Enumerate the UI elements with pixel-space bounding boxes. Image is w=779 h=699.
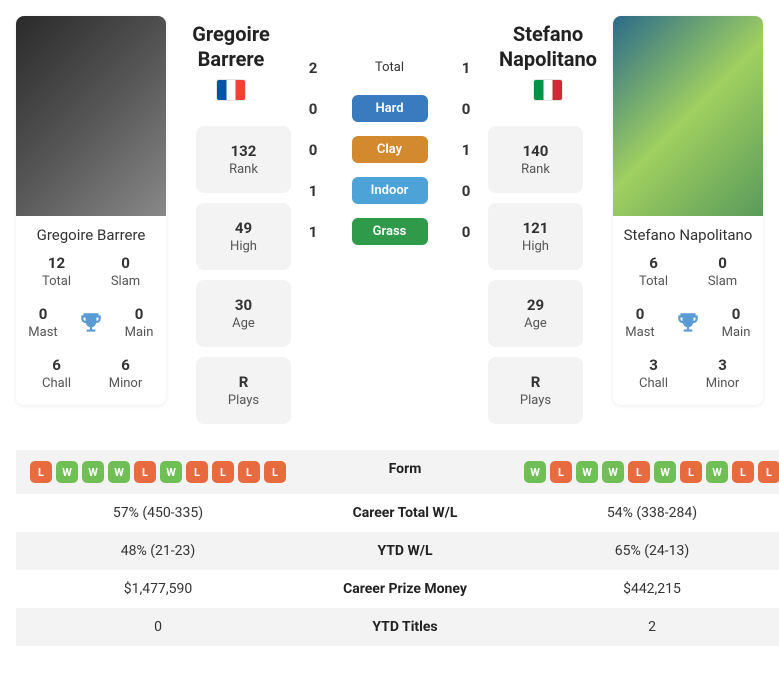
form-badge: L [732, 461, 754, 483]
p2-plays-card: RPlays [488, 357, 583, 424]
p1-ytd-titles: 0 [16, 608, 300, 646]
trophy-icon [78, 310, 104, 336]
form-badge: L [264, 461, 286, 483]
h2h-indoor-p2: 0 [454, 182, 478, 200]
form-badge: W [524, 461, 546, 483]
form-badge: W [56, 461, 78, 483]
form-badge: W [602, 461, 624, 483]
player2-stat-col: 140Rank 121High 29Age RPlays [488, 126, 583, 424]
h2h-row-indoor: 1 Indoor 0 [301, 177, 478, 204]
form-badge: L [30, 461, 52, 483]
player2-big-name: Stefano Napolitano [493, 22, 603, 72]
player2-flag-icon [534, 80, 562, 100]
form-badge: L [134, 461, 156, 483]
player1-name-col: Gregoire Barrere [176, 16, 286, 104]
h2h-clay-p1: 0 [301, 141, 325, 159]
h2h-label-indoor: Indoor [352, 177, 428, 204]
h2h-clay-p2: 1 [454, 141, 478, 159]
player1-flag-icon [217, 80, 245, 100]
h2h-label-clay: Clay [352, 136, 428, 163]
player2-titles-grid: 6Total 0Slam 0Mast 0Main 3Chall 3Minor [613, 254, 763, 405]
h2h-row-hard: 0 Hard 0 [301, 95, 478, 122]
p1-plays-card: RPlays [196, 357, 291, 424]
form-badge: W [82, 461, 104, 483]
comp-label-form: Form [300, 450, 510, 494]
p1-slam: 0Slam [91, 254, 160, 289]
p2-chall: 3Chall [619, 356, 688, 391]
p2-age-card: 29Age [488, 280, 583, 347]
form-badge: L [550, 461, 572, 483]
h2h-label-grass: Grass [352, 218, 428, 245]
player1-big-name: Gregoire Barrere [176, 22, 286, 72]
h2h-hard-p2: 0 [454, 100, 478, 118]
player2-card: Stefano Napolitano 6Total 0Slam 0Mast 0M… [613, 16, 763, 405]
p2-minor: 3Minor [688, 356, 757, 391]
form-badge: L [186, 461, 208, 483]
player1-titles-grid: 12Total 0Slam 0Mast 0Main 6Chall 6Minor [16, 254, 166, 405]
h2h-row-total: 2 Total 1 [301, 54, 478, 81]
h2h-total-p2: 1 [454, 59, 478, 77]
p1-career-wl: 57% (450-335) [16, 494, 300, 532]
p2-mid-row: 0Mast 0Main [619, 305, 757, 340]
p2-ytd-titles: 2 [510, 608, 779, 646]
h2h-grass-p1: 1 [301, 223, 325, 241]
h2h-total-p1: 2 [301, 59, 325, 77]
p1-mast: 0Mast [22, 305, 64, 340]
h2h-hard-p1: 0 [301, 100, 325, 118]
p2-mast: 0Mast [619, 305, 661, 340]
h2h-row-clay: 0 Clay 1 [301, 136, 478, 163]
trophy-icon [675, 310, 701, 336]
p2-prize: $442,215 [510, 570, 779, 608]
p1-main: 0Main [118, 305, 160, 340]
player2-name-col: Stefano Napolitano [493, 16, 603, 104]
form-badge: W [108, 461, 130, 483]
h2h-row-grass: 1 Grass 0 [301, 218, 478, 245]
player1-stat-col: 132Rank 49High 30Age RPlays [196, 126, 291, 424]
p2-ytd-wl: 65% (24-13) [510, 532, 779, 570]
form-badge: W [706, 461, 728, 483]
p2-high-card: 121High [488, 203, 583, 270]
comp-label-ytd: YTD W/L [300, 532, 510, 570]
h2h-label-total: Total [352, 54, 428, 81]
form-badge: L [758, 461, 779, 483]
top-row: Gregoire Barrere 12Total 0Slam 0Mast 0Ma… [16, 16, 763, 424]
player1-card-name: Gregoire Barrere [16, 216, 166, 254]
h2h-column: 2 Total 1 0 Hard 0 0 Clay 1 1 Indoor 0 1 Grass 0 [301, 54, 478, 245]
form-badge: L [628, 461, 650, 483]
p1-total: 12Total [22, 254, 91, 289]
form-badge: L [212, 461, 234, 483]
player1-card: Gregoire Barrere 12Total 0Slam 0Mast 0Ma… [16, 16, 166, 405]
player2-card-name: Stefano Napolitano [613, 216, 763, 254]
form-badge: L [238, 461, 260, 483]
p1-chall: 6Chall [22, 356, 91, 391]
form-badge: W [160, 461, 182, 483]
p1-prize: $1,477,590 [16, 570, 300, 608]
p2-total: 6Total [619, 254, 688, 289]
player1-photo [16, 16, 166, 216]
p2-slam: 0Slam [688, 254, 757, 289]
form-badge: W [576, 461, 598, 483]
p1-mid-row: 0Mast 0Main [22, 305, 160, 340]
form-badge: W [654, 461, 676, 483]
h2h-indoor-p1: 1 [301, 182, 325, 200]
comp-label-prize: Career Prize Money [300, 570, 510, 608]
p1-age-card: 30Age [196, 280, 291, 347]
p1-minor: 6Minor [91, 356, 160, 391]
comp-label-ytd-titles: YTD Titles [300, 608, 510, 646]
comparison-table: LWWWLWLLLL Form WLWWLWLWLL 57% (450-335)… [16, 450, 763, 646]
form-badge: L [680, 461, 702, 483]
p1-rank-card: 132Rank [196, 126, 291, 193]
h2h-grass-p2: 0 [454, 223, 478, 241]
p2-main: 0Main [715, 305, 757, 340]
p1-ytd-wl: 48% (21-23) [16, 532, 300, 570]
comp-label-career: Career Total W/L [300, 494, 510, 532]
p1-high-card: 49High [196, 203, 291, 270]
p2-form: WLWWLWLWLL [510, 450, 779, 494]
p1-form: LWWWLWLLLL [16, 450, 300, 494]
h2h-label-hard: Hard [352, 95, 428, 122]
p2-rank-card: 140Rank [488, 126, 583, 193]
p2-career-wl: 54% (338-284) [510, 494, 779, 532]
player2-photo [613, 16, 763, 216]
